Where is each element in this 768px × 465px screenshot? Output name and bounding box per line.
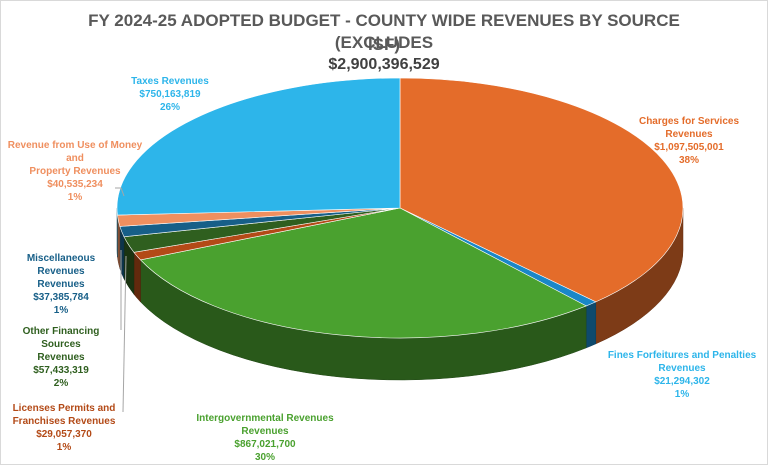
label-licenses-amount: $29,057,370 <box>36 429 92 440</box>
chart-title: FY 2024-25 ADOPTED BUDGET - COUNTY WIDE … <box>88 11 680 52</box>
label-intergov-name-2: Revenues <box>241 426 289 437</box>
label-fines-percent: 1% <box>674 389 690 400</box>
label-licenses-percent: 1% <box>56 442 72 453</box>
label-money-property-name: Revenue from Use of Money and <box>7 140 143 164</box>
label-taxes-name: Taxes Revenues <box>131 76 209 87</box>
label-other-financing-name: Other Financing Sources <box>22 326 100 350</box>
label-misc: Miscellaneous Revenues Revenues $37,385,… <box>2 252 120 317</box>
label-licenses: Licenses Permits and Franchises Revenues… <box>2 402 126 454</box>
label-other-financing-percent: 2% <box>53 378 69 389</box>
label-charges-amount: $1,097,505,001 <box>654 142 724 153</box>
label-money-property: Revenue from Use of Money and Property R… <box>0 139 150 204</box>
label-misc-name: Miscellaneous Revenues <box>26 253 96 277</box>
label-taxes-amount: $750,163,819 <box>139 89 201 100</box>
label-fines-amount: $21,294,302 <box>654 376 710 387</box>
pie-slice-0 <box>399 77 684 303</box>
pie-side-walls <box>116 207 684 381</box>
label-other-financing-amount: $57,433,319 <box>33 365 89 376</box>
label-licenses-name-2: Franchises Revenues <box>12 416 116 427</box>
leader-line-0 <box>115 187 125 197</box>
label-fines-name: Fines Forfeitures and Penalties <box>607 350 757 361</box>
label-other-financing-name-2: Revenues <box>37 352 85 363</box>
pie-side-1 <box>585 301 597 349</box>
label-money-property-name-2: Property Revenues <box>29 166 121 177</box>
label-taxes: Taxes Revenues $750,163,819 26% <box>110 75 230 114</box>
label-money-property-percent: 1% <box>67 192 83 203</box>
label-intergov-percent: 30% <box>254 452 275 463</box>
label-misc-amount: $37,385,784 <box>33 292 89 303</box>
label-fines-name-2: Revenues <box>658 363 706 374</box>
pie-top <box>116 77 684 339</box>
label-charges-percent: 38% <box>678 155 699 166</box>
label-money-property-amount: $40,535,234 <box>47 179 103 190</box>
label-intergov-name: Intergovernmental Revenues <box>196 413 334 424</box>
label-charges-name: Charges for Services Revenues <box>638 116 740 140</box>
label-licenses-name: Licenses Permits and <box>12 403 116 414</box>
label-intergov-amount: $867,021,700 <box>234 439 296 450</box>
chart-total: $2,900,396,529 <box>328 56 440 73</box>
label-other-financing: Other Financing Sources Revenues $57,433… <box>2 325 120 390</box>
label-charges: Charges for Services Revenues $1,097,505… <box>614 115 764 167</box>
chart-title-continued: ISF) <box>367 35 401 54</box>
leader-lines <box>115 187 127 413</box>
pie-side-3 <box>133 251 141 303</box>
label-taxes-percent: 26% <box>159 102 180 113</box>
label-fines: Fines Forfeitures and Penalties Revenues… <box>596 349 768 401</box>
label-intergov: Intergovernmental Revenues Revenues $867… <box>180 412 350 464</box>
label-misc-percent: 1% <box>53 305 69 316</box>
leader-line-2 <box>122 255 127 413</box>
label-misc-name-2: Revenues <box>37 279 85 290</box>
pie-slice-2 <box>139 207 587 339</box>
